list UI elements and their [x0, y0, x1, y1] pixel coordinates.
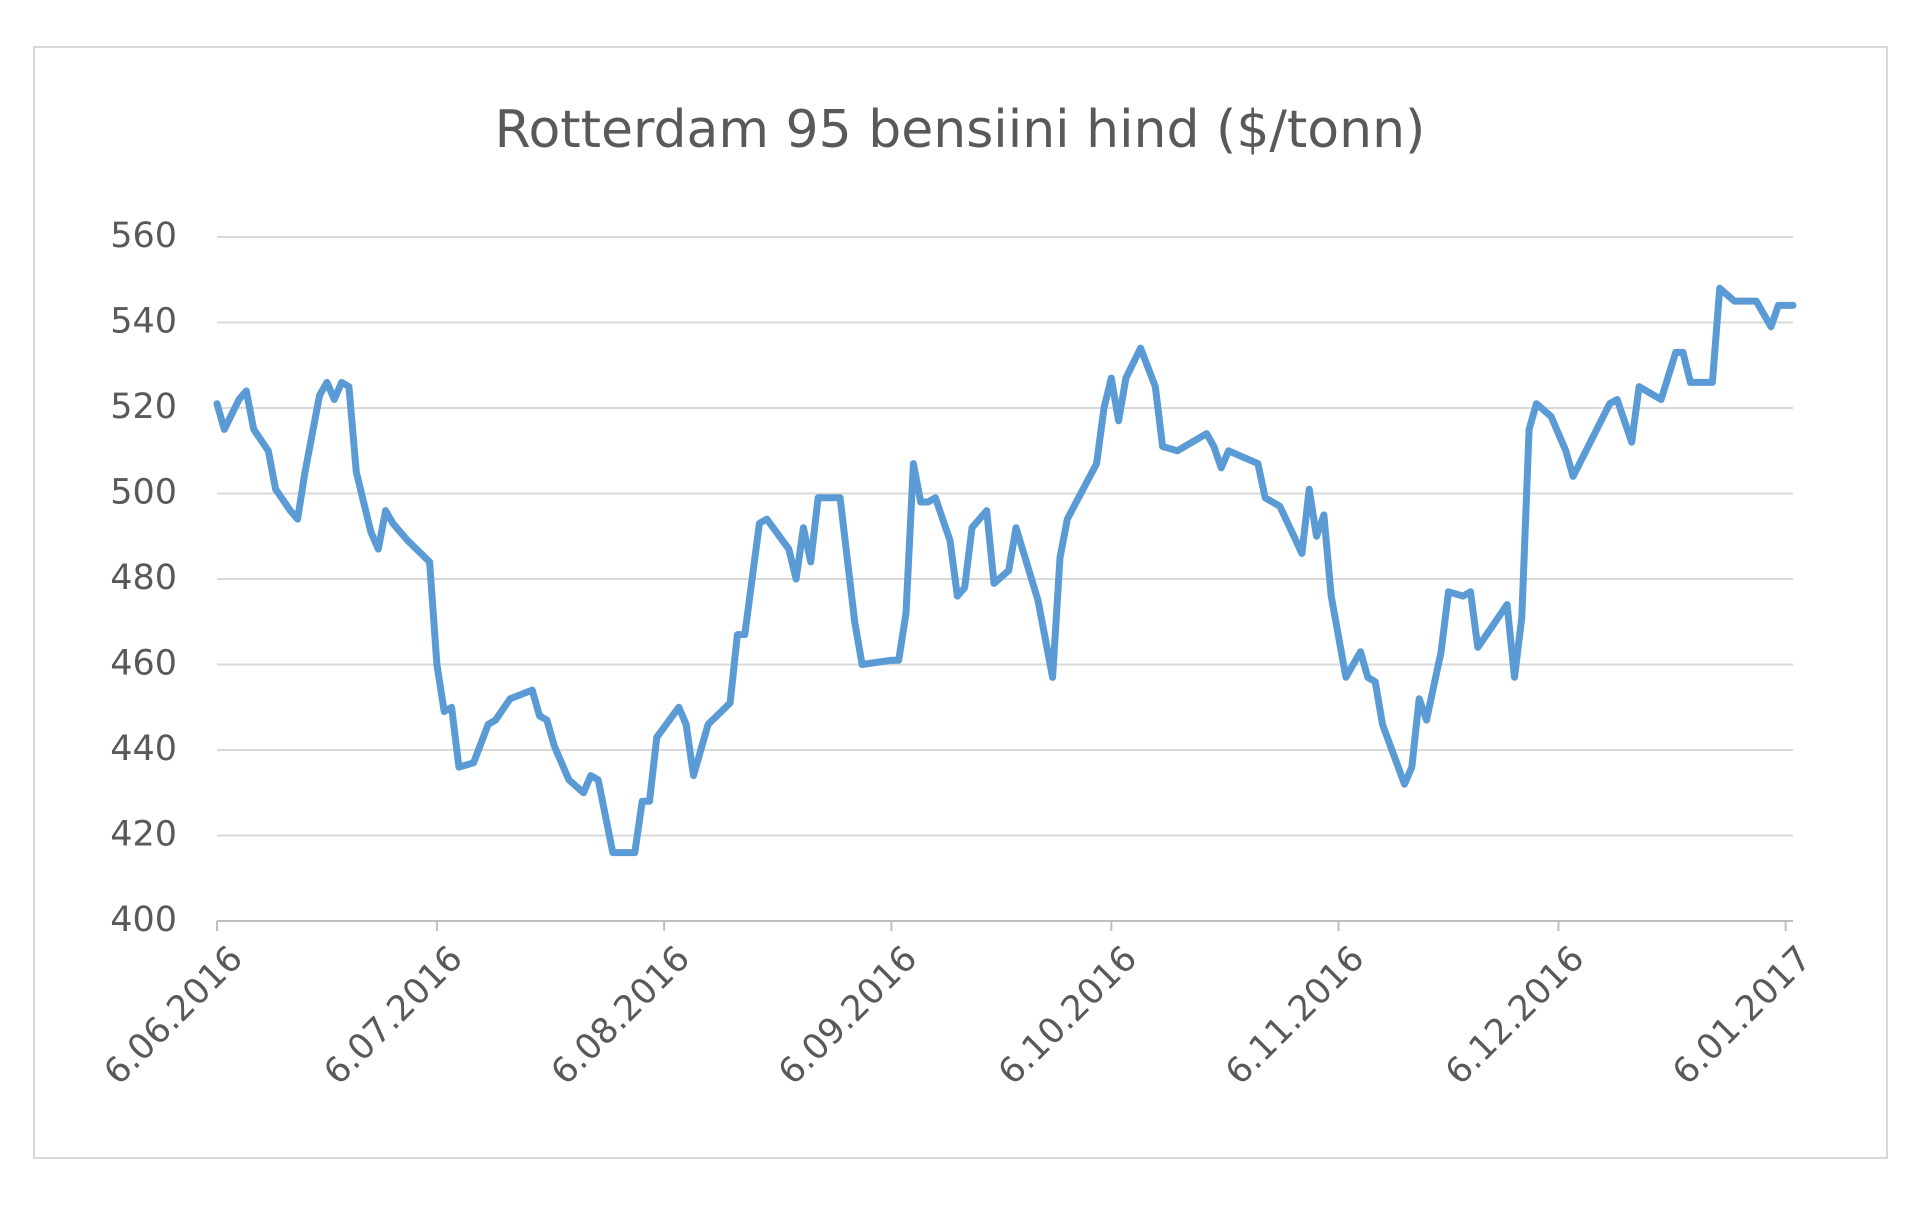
y-tick-label: 560	[110, 216, 177, 256]
chart-frame	[33, 46, 1888, 1159]
y-tick-label: 500	[110, 473, 177, 513]
chart-title: Rotterdam 95 bensiini hind ($/tonn)	[495, 100, 1426, 160]
y-tick-label: 540	[110, 302, 177, 342]
y-tick-label: 400	[110, 900, 177, 940]
data-line	[213, 284, 1797, 857]
y-tick-label: 440	[110, 729, 177, 769]
y-tick-label: 520	[110, 387, 177, 427]
y-tick-label: 480	[110, 558, 177, 598]
y-tick-label: 420	[110, 815, 177, 855]
y-tick-label: 460	[110, 644, 177, 684]
